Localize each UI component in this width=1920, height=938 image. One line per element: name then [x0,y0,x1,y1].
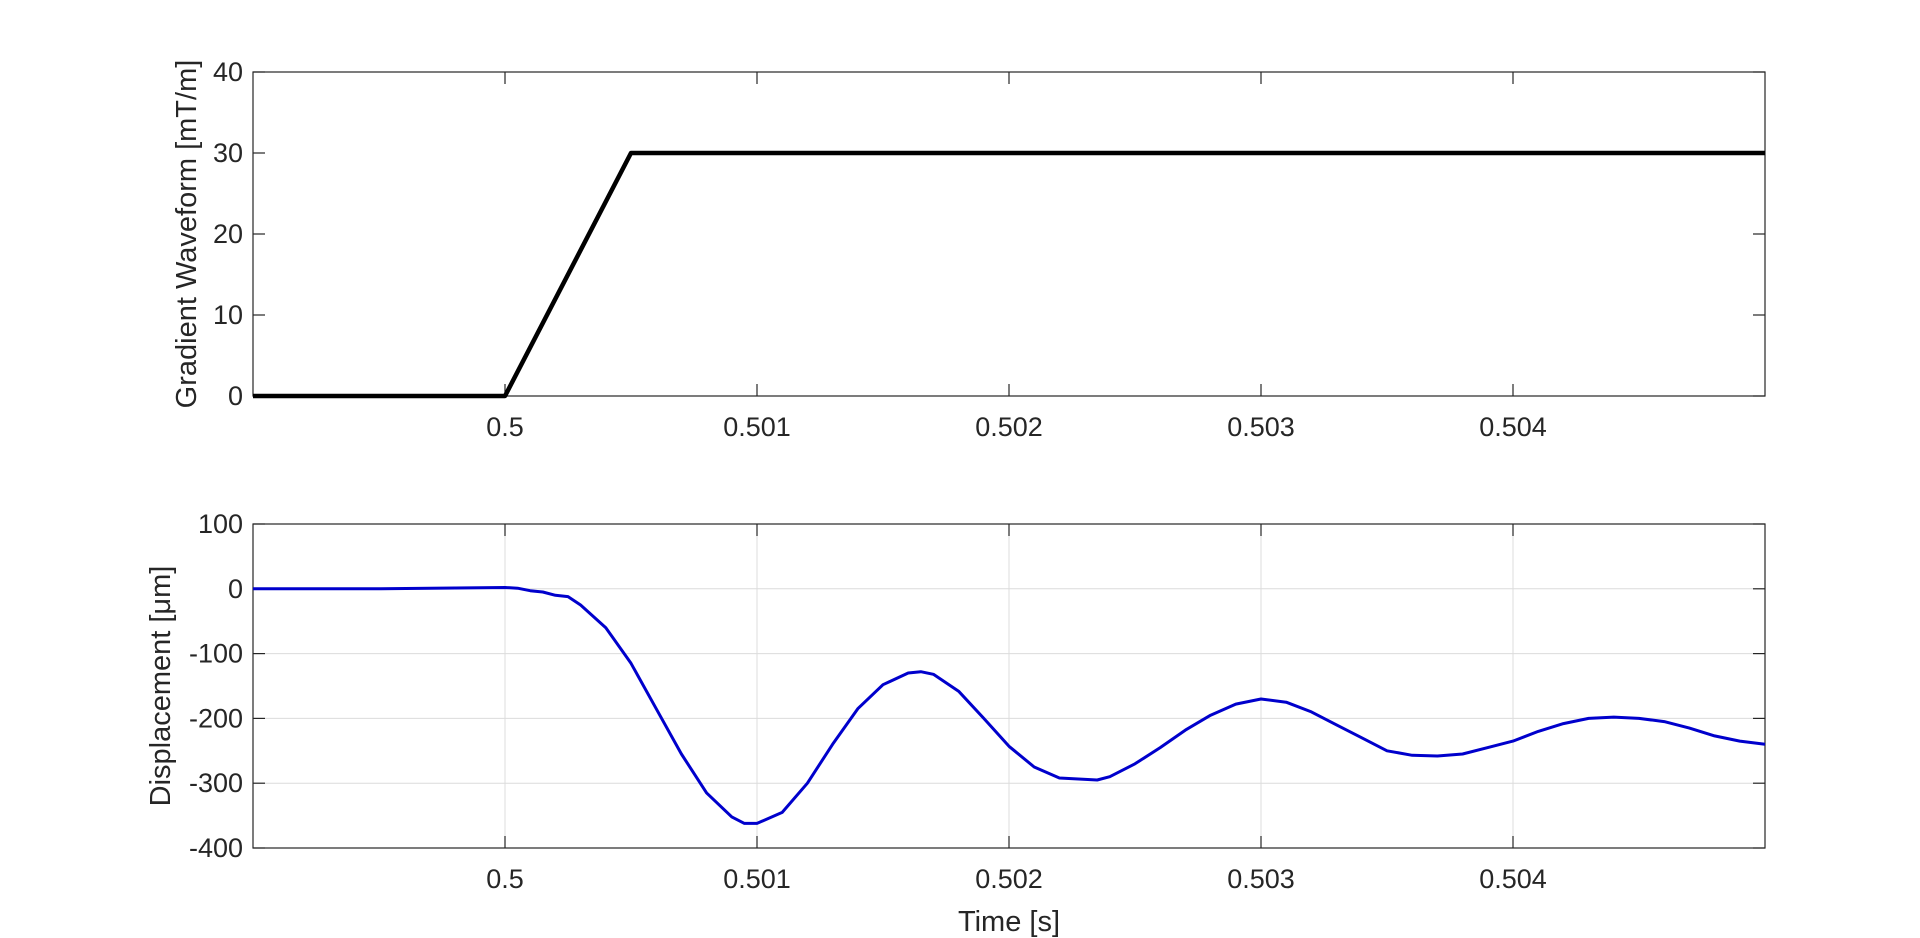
displacement-xtick-label: 0.503 [1227,864,1295,894]
gradient-ytick-label: 30 [213,138,243,168]
gradient-xtick-label: 0.5 [486,412,524,442]
gradient-ytick-label: 40 [213,57,243,87]
displacement-chart: 0.5 0.501 0.502 0.503 0.504 -400 -300 -200 -100 0… [145,509,1766,938]
gradient-waveform-chart: 0.5 0.501 0.502 0.503 0.504 0 10 20 30 40 Gradient… [171,57,1766,442]
displacement-xlabel: Time [s] [958,906,1060,938]
gradient-ytick-label: 20 [213,219,243,249]
displacement-xtick-label: 0.502 [975,864,1043,894]
gradient-xtick-label: 0.501 [723,412,791,442]
displacement-ytick-label: -100 [189,639,243,669]
gradient-series-line [253,150,1765,399]
displacement-xtick-label: 0.5 [486,864,524,894]
gradient-xtick-label: 0.503 [1227,412,1295,442]
gradient-xtick-label: 0.502 [975,412,1043,442]
gradient-xtick-label: 0.504 [1479,412,1547,442]
gradient-ylabel: Gradient Waveform [mT/m] [171,60,203,409]
displacement-series-line [253,586,1766,825]
displacement-xtick-label: 0.504 [1479,864,1547,894]
displacement-ytick-label: -400 [189,833,243,863]
displacement-ytick-label: -200 [189,703,243,733]
displacement-ylabel: Displacement [μm] [145,566,177,807]
displacement-ytick-label: -300 [189,768,243,798]
gradient-ytick-label: 10 [213,300,243,330]
displacement-ytick-label: 100 [198,509,243,539]
displacement-xtick-label: 0.501 [723,864,791,894]
displacement-ytick-label: 0 [228,574,243,604]
gradient-ytick-label: 0 [228,381,243,411]
